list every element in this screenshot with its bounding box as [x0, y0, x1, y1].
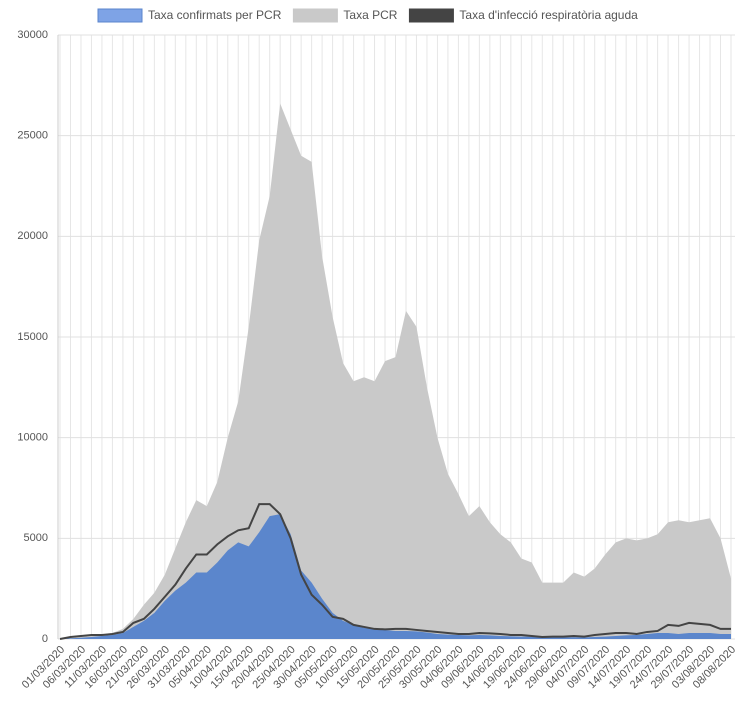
line: [59, 503, 731, 640]
legend-label: Taxa d'infecció respiratòria aguda: [459, 8, 638, 22]
y-tick-label: 25000: [17, 130, 48, 142]
legend-swatch: [408, 8, 454, 23]
y-tick-label: 10000: [17, 432, 48, 444]
y-tick-label: 20000: [17, 230, 48, 242]
y-tick-label: 30000: [17, 29, 48, 41]
area: [60, 514, 731, 639]
legend-swatch: [292, 8, 338, 23]
legend-label: Taxa confirmats per PCR: [148, 8, 282, 22]
y-tick-label: 0: [42, 633, 48, 645]
area: [60, 103, 731, 640]
legend-swatch: [97, 8, 143, 23]
y-tick-label: 5000: [24, 532, 48, 544]
legend-label: Taxa PCR: [343, 8, 397, 22]
y-tick-label: 15000: [17, 331, 48, 343]
